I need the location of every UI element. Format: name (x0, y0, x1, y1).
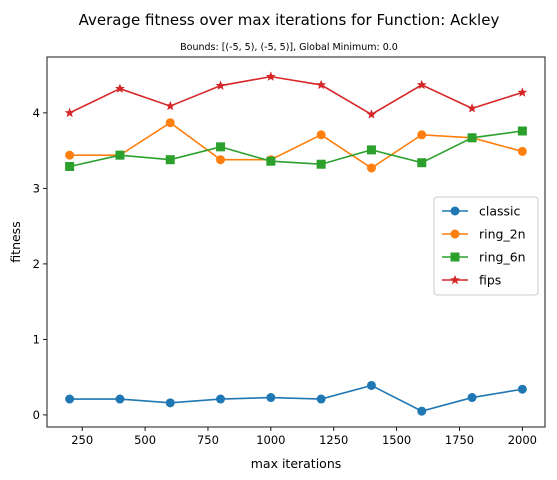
y-tick-label: 1 (33, 332, 40, 346)
legend-marker-classic (450, 206, 460, 216)
data-point-fips (467, 103, 478, 113)
x-axis-label: max iterations (251, 456, 342, 471)
data-point-classic (366, 380, 376, 390)
data-point-ring_6n (316, 159, 326, 169)
data-point-ring_6n (467, 133, 477, 143)
plot-frame (46, 56, 546, 428)
data-point-ring_6n (115, 150, 125, 160)
data-point-fips (64, 107, 75, 118)
series-line-fips (69, 75, 523, 116)
legend-marker-fips (450, 274, 460, 285)
legend-box (433, 196, 539, 296)
data-point-classic (467, 393, 477, 403)
data-point-ring_6n (266, 156, 276, 166)
x-tick-label: 500 (134, 433, 156, 447)
x-tick-label: 250 (71, 433, 93, 447)
data-point-classic (165, 398, 175, 408)
data-point-ring_2n (216, 155, 226, 165)
data-point-classic (266, 393, 276, 403)
x-tick-label: 1000 (256, 433, 285, 447)
data-point-ring_2n (165, 118, 175, 128)
data-point-classic (115, 394, 125, 404)
chart-title: Average fitness over max iterations for … (79, 11, 500, 29)
series-line-ring_2n (69, 121, 523, 169)
series-line-classic (69, 384, 523, 412)
data-point-classic (216, 394, 226, 404)
data-point-fips (517, 87, 528, 97)
chart-subtitle: Bounds: [(-5, 5), (-5, 5)], Global Minim… (180, 42, 398, 53)
data-point-ring_6n (517, 126, 527, 136)
data-point-fips (416, 79, 427, 90)
data-point-ring_6n (165, 155, 175, 165)
data-point-ring_6n (417, 158, 427, 168)
data-point-classic (417, 406, 427, 416)
y-tick-label: 3 (33, 181, 40, 195)
data-point-classic (316, 394, 326, 404)
data-point-fips (366, 109, 377, 119)
y-tick-label: 2 (33, 257, 40, 271)
data-point-ring_2n (417, 130, 427, 140)
legend-marker-ring_2n (450, 229, 460, 239)
y-tick-label: 0 (33, 408, 40, 422)
y-axis-label: fitness (8, 221, 23, 262)
y-tick-label: 4 (33, 106, 40, 120)
data-point-ring_6n (366, 145, 376, 155)
x-tick-label: 750 (197, 433, 219, 447)
data-point-classic (65, 394, 75, 404)
data-point-ring_6n (65, 161, 75, 171)
legend-label-classic: classic (479, 204, 521, 219)
data-point-fips (114, 83, 125, 93)
series-line-ring_6n (69, 130, 523, 168)
data-point-ring_2n (65, 150, 75, 160)
legend-label-ring_2n: ring_2n (479, 227, 526, 242)
data-point-ring_2n (366, 163, 376, 173)
data-point-fips (316, 79, 327, 90)
x-tick-label: 1250 (319, 433, 348, 447)
x-tick-label: 2000 (508, 433, 537, 447)
data-point-ring_6n (216, 142, 226, 152)
legend-label-ring_6n: ring_6n (479, 250, 526, 265)
legend-label-fips: fips (479, 273, 501, 288)
data-point-fips (265, 71, 276, 81)
data-point-ring_2n (316, 130, 326, 140)
x-tick-label: 1500 (382, 433, 411, 447)
plot-area: 250 500 750 1000 1250 1500 1750 2000 0 1 2 3 4 (33, 56, 546, 447)
data-point-fips (165, 100, 176, 111)
data-point-fips (215, 80, 226, 90)
x-tick-label: 1750 (445, 433, 474, 447)
data-point-classic (517, 384, 527, 394)
data-point-ring_2n (517, 146, 527, 156)
legend-marker-ring_6n (450, 252, 460, 262)
